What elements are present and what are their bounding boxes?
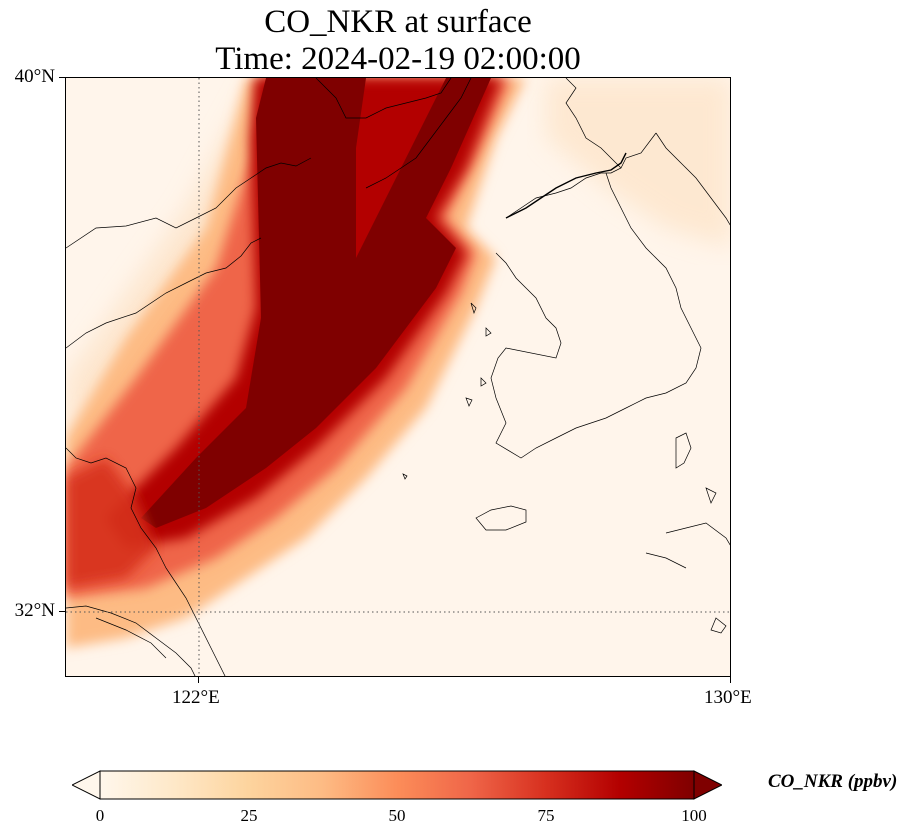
- lat-tick-label-40: 40°N: [14, 66, 55, 87]
- tick-mark-lat-40: [59, 77, 65, 78]
- coastlines: [66, 78, 730, 676]
- lon-tick-label-130: 130°E: [704, 687, 752, 708]
- lon-tick-label-122: 122°E: [172, 687, 220, 708]
- map-title-line2: Time: 2024-02-19 02:00:00: [215, 41, 581, 77]
- colorbar-extend-max: [693, 770, 722, 800]
- coastline-korea: [490, 132, 702, 459]
- colorbar-tick-50: 50: [388, 806, 406, 825]
- colorbar-tick-100: 100: [681, 806, 707, 825]
- halo-north-korea: [546, 78, 730, 248]
- colorbar-gradient: [99, 770, 695, 800]
- coastline-jeju: [475, 505, 527, 531]
- tick-mark-lon-122: [198, 677, 199, 683]
- map-plot-area: [65, 77, 731, 677]
- border-korea: [505, 152, 627, 219]
- concentration-field: [66, 78, 730, 648]
- band-max: [141, 78, 491, 528]
- lat-tick-label-32: 32°N: [14, 600, 55, 621]
- tick-mark-lon-130: [730, 677, 731, 683]
- colorbar: [72, 770, 722, 800]
- map-svg: [66, 78, 730, 676]
- coastline-japan: [645, 432, 730, 634]
- coastline-china: [66, 157, 312, 676]
- tick-mark-lat-32: [59, 611, 65, 612]
- coastline-northeast: [565, 78, 730, 226]
- colorbar-tick-0: 0: [95, 806, 105, 825]
- colorbar-extend-min: [72, 770, 101, 800]
- coastline-islands: [402, 302, 492, 480]
- colorbar-tick-25: 25: [240, 806, 258, 825]
- band-west-lobe: [66, 458, 156, 588]
- colorbar-label: CO_NKR (ppbv): [768, 771, 898, 792]
- map-title-line1: CO_NKR at surface: [264, 4, 532, 40]
- coastline-liaodong: [315, 78, 472, 189]
- colorbar-tick-75: 75: [537, 806, 555, 825]
- coastline-yangtze: [66, 605, 196, 676]
- gridlines: [66, 78, 730, 676]
